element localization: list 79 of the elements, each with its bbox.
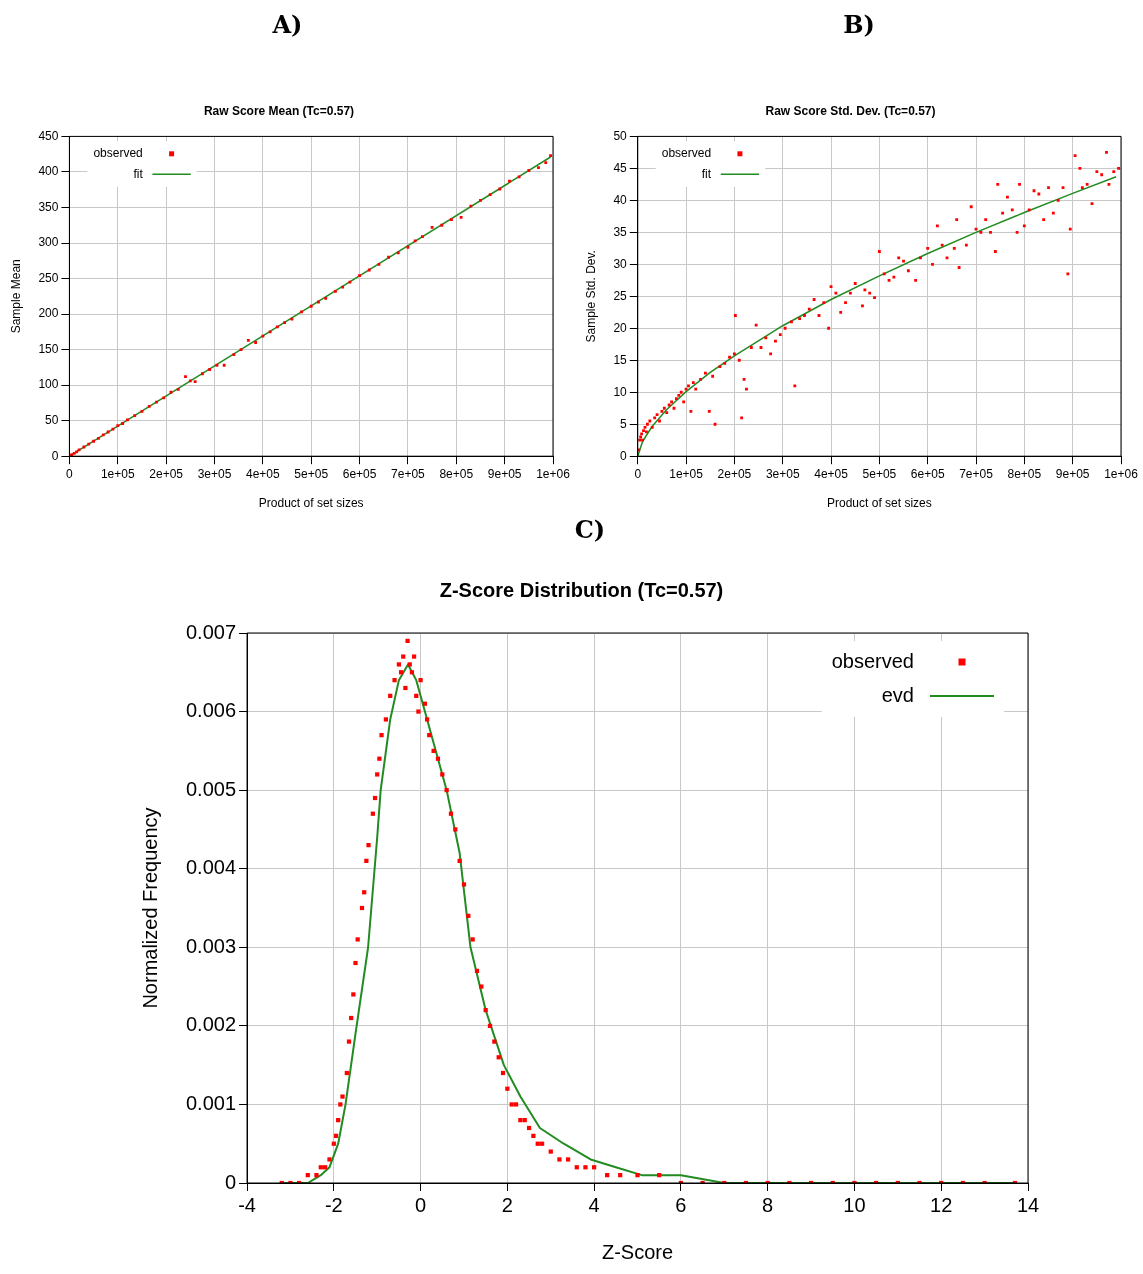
y-tick-label: 0.003 bbox=[185, 934, 237, 957]
chart-title: Raw Score Mean (Tc=0.57) bbox=[203, 103, 355, 118]
text: A) bbox=[271, 10, 304, 39]
x-tick-label: 4 bbox=[588, 1193, 600, 1216]
y-tick-label: 50 bbox=[45, 412, 59, 427]
x-tick-label: -2 bbox=[324, 1193, 343, 1216]
x-tick-label: 1e+06 bbox=[1104, 466, 1139, 481]
y-tick-label: 0 bbox=[620, 448, 628, 463]
x-tick-label: 9e+05 bbox=[487, 466, 522, 481]
legend-label: fit bbox=[701, 166, 712, 181]
text: C) bbox=[573, 515, 607, 544]
x-tick-label: 0 bbox=[66, 466, 74, 481]
x-tick-label: 6e+05 bbox=[910, 466, 945, 481]
y-tick-label: 20 bbox=[613, 320, 628, 335]
y-tick-label: 50 bbox=[613, 128, 628, 143]
x-tick-label: 8e+05 bbox=[439, 466, 474, 481]
x-tick-label: 8 bbox=[762, 1193, 774, 1216]
y-tick-label: 0.005 bbox=[185, 777, 237, 800]
legend-label: observed bbox=[93, 146, 143, 161]
x-tick-label: 1e+06 bbox=[536, 466, 571, 481]
legend-label: evd bbox=[881, 683, 914, 706]
x-tick-label: 14 bbox=[1016, 1193, 1040, 1216]
y-tick-label: 40 bbox=[613, 192, 628, 207]
y-tick-label: 250 bbox=[38, 270, 59, 285]
y-tick-label: 300 bbox=[38, 235, 59, 250]
y-tick-label: 0 bbox=[224, 1170, 237, 1193]
x-tick-label: 9e+05 bbox=[1055, 466, 1090, 481]
y-axis-title: Sample Mean bbox=[8, 259, 23, 334]
y-tick-label: 5 bbox=[620, 416, 628, 431]
x-tick-label: 1e+05 bbox=[669, 466, 704, 481]
y-tick-label: 350 bbox=[38, 199, 59, 214]
y-tick-label: 200 bbox=[38, 306, 59, 321]
x-tick-label: 2e+05 bbox=[149, 466, 184, 481]
y-tick-label: 100 bbox=[38, 377, 59, 392]
x-tick-label: 12 bbox=[930, 1193, 953, 1216]
x-tick-label: 7e+05 bbox=[391, 466, 426, 481]
y-tick-label: 400 bbox=[38, 164, 59, 179]
x-tick-label: 4e+05 bbox=[246, 466, 281, 481]
y-tick-label: 0.007 bbox=[185, 620, 237, 643]
y-tick-label: 15 bbox=[613, 352, 628, 367]
x-tick-label: 6e+05 bbox=[342, 466, 377, 481]
x-tick-label: 10 bbox=[843, 1193, 866, 1216]
x-axis-title: Product of set sizes bbox=[827, 496, 932, 511]
legend-label: observed bbox=[831, 649, 914, 672]
x-tick-label: 4e+05 bbox=[814, 466, 849, 481]
y-tick-label: 0 bbox=[51, 448, 59, 463]
x-tick-label: 3e+05 bbox=[197, 466, 232, 481]
y-tick-label: 0.006 bbox=[185, 699, 237, 722]
y-tick-label: 30 bbox=[613, 256, 628, 271]
text: B) bbox=[842, 10, 876, 39]
x-axis-title: Product of set sizes bbox=[258, 496, 364, 511]
y-tick-label: 10 bbox=[613, 384, 628, 399]
legend-label: fit bbox=[133, 166, 144, 181]
y-tick-label: 35 bbox=[613, 224, 628, 239]
x-tick-label: 3e+05 bbox=[765, 466, 800, 481]
x-tick-label: 2 bbox=[501, 1193, 513, 1216]
x-tick-label: 1e+05 bbox=[100, 466, 135, 481]
x-tick-label: 5e+05 bbox=[862, 466, 897, 481]
y-tick-label: 0.001 bbox=[185, 1091, 237, 1114]
y-tick-label: 25 bbox=[613, 288, 628, 303]
x-tick-label: 6 bbox=[675, 1193, 687, 1216]
y-tick-label: 45 bbox=[613, 160, 628, 175]
x-tick-label: 8e+05 bbox=[1007, 466, 1042, 481]
x-tick-label: 2e+05 bbox=[717, 466, 752, 481]
chart-title: Z-Score Distribution (Tc=0.57) bbox=[439, 578, 724, 601]
chart-title: Raw Score Std. Dev. (Tc=0.57) bbox=[765, 103, 936, 118]
y-tick-label: 0.004 bbox=[185, 856, 237, 879]
y-axis-title: Normalized Frequency bbox=[138, 807, 161, 1009]
y-tick-label: 450 bbox=[38, 128, 59, 143]
y-tick-label: 150 bbox=[38, 341, 59, 356]
x-tick-label: 0 bbox=[415, 1193, 427, 1216]
legend-label: observed bbox=[661, 146, 712, 161]
x-tick-label: -4 bbox=[238, 1193, 256, 1216]
x-axis-title: Z-Score bbox=[601, 1240, 674, 1263]
x-tick-label: 0 bbox=[634, 466, 642, 481]
x-tick-label: 7e+05 bbox=[959, 466, 994, 481]
y-tick-label: 0.002 bbox=[185, 1013, 237, 1036]
y-axis-title: Sample Std. Dev. bbox=[583, 250, 598, 343]
x-tick-label: 5e+05 bbox=[294, 466, 329, 481]
